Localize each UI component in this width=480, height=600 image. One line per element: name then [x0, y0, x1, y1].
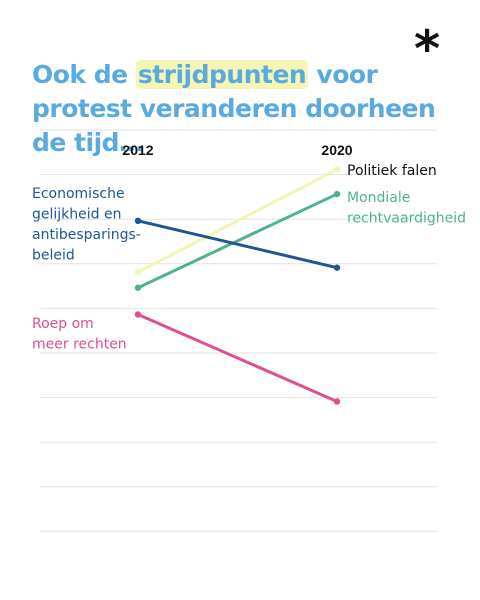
series-line	[136, 219, 339, 270]
x-tick-label: 2012	[122, 142, 153, 158]
logo-asterisk: *	[414, 20, 441, 78]
series-label: Politiek falen	[347, 163, 437, 179]
series-label: Economische gelijkheid en antibesparings-b…	[32, 186, 141, 264]
series-line	[136, 312, 339, 403]
data-point	[134, 311, 142, 318]
data-point	[333, 264, 341, 271]
series-line	[136, 192, 339, 290]
data-point	[134, 217, 142, 225]
series-label: Roep om meer rechten	[32, 316, 127, 353]
series-line	[136, 168, 339, 274]
data-point	[333, 398, 341, 405]
title-part-after: voor protest veranderen doorheen de tijd…	[32, 60, 436, 157]
x-tick-label: 2020	[321, 142, 352, 158]
data-point	[134, 284, 142, 291]
chart-title: Ook de strijdpunten voor protest verande…	[32, 58, 472, 160]
data-point	[333, 166, 341, 173]
title-part-before: Ook de	[32, 60, 136, 89]
data-point	[333, 190, 341, 198]
data-point	[134, 268, 142, 276]
series-label: Mondiale rechtvaardigheid	[347, 190, 466, 227]
title-highlight: strijdpunten	[135, 60, 309, 89]
